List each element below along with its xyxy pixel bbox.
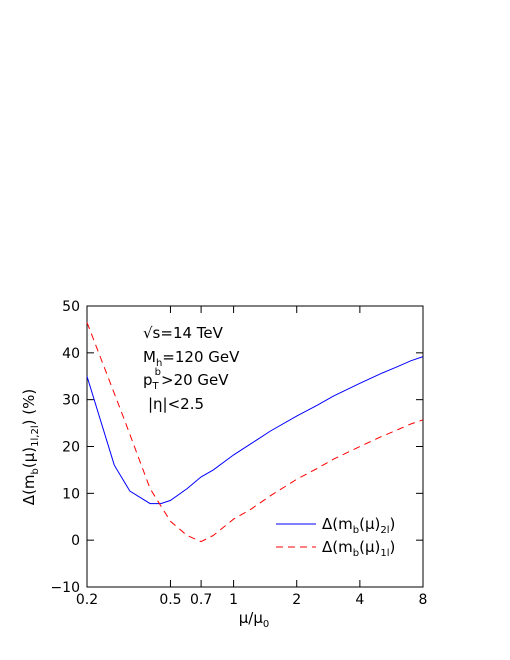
y-tick-label: 50 xyxy=(62,299,80,315)
x-tick-label: 1 xyxy=(229,592,238,608)
x-tick-label: 0.5 xyxy=(159,592,181,608)
legend-label-2l: Δ(mb(μ)2l) xyxy=(322,515,395,536)
annotation-sqrt-s: √s=14 TeV xyxy=(143,324,224,342)
series-line-2l xyxy=(86,356,424,505)
y-tick-label: 10 xyxy=(62,486,80,502)
y-tick-label: 20 xyxy=(62,440,80,456)
x-tick-label: 4 xyxy=(355,592,364,608)
x-tick-label: 8 xyxy=(419,592,428,608)
y-tick-label: 40 xyxy=(62,346,80,362)
annotation-higgs-mass: Mh=120 GeV xyxy=(143,348,240,369)
y-tick-label: 0 xyxy=(71,533,80,549)
legend: Δ(mb(μ)2l) Δ(mb(μ)1l) xyxy=(276,515,395,559)
annotation-pt-cut: pTb>20 GeV xyxy=(143,367,229,392)
x-tick-label: 0.7 xyxy=(190,592,212,608)
x-tick-label: 2 xyxy=(292,592,301,608)
y-axis-title: Δ(mb(μ)1l,2l) (%) xyxy=(20,389,41,505)
series-line-1l xyxy=(86,322,424,543)
axes: −10 0 10 20 30 40 50 0.2 0.5 0.7 1 2 4 8 xyxy=(50,299,427,608)
x-tick-label: 0.2 xyxy=(76,592,98,608)
annotation-eta-cut: |η|<2.5 xyxy=(148,395,204,413)
y-tick-label: −10 xyxy=(50,580,80,596)
legend-label-1l: Δ(mb(μ)1l) xyxy=(322,538,395,559)
series-layer xyxy=(86,322,424,543)
x-axis-title: μ/μ0 xyxy=(239,609,270,630)
y-tick-label: 30 xyxy=(62,393,80,409)
